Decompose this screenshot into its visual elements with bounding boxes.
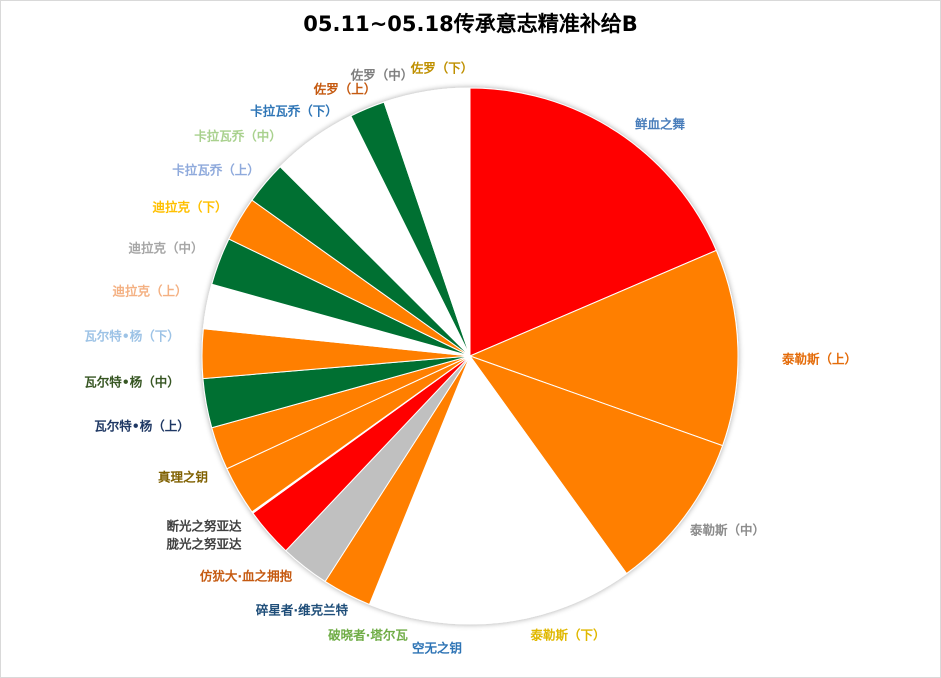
slice-label: 迪拉克（中）: [128, 241, 203, 256]
slice-label: 胧光之努亚达: [166, 537, 242, 552]
pie-slice: [468, 354, 724, 575]
chart-title: 05.11~05.18传承意志精准补给B: [303, 12, 638, 36]
slice-label: 卡拉瓦乔（中）: [194, 129, 282, 144]
slice-label: 泰勒斯（下）: [529, 628, 605, 643]
slice-label: 真理之钥: [158, 470, 208, 485]
slice-label: 佐罗（上）: [313, 82, 377, 97]
slice-label: 泰勒斯（上）: [781, 352, 857, 367]
slice-label: 破晓者·塔尔瓦: [328, 628, 408, 643]
pie-slices: [201, 87, 739, 625]
slice-label: 迪拉克（下）: [152, 200, 227, 215]
slice-label: 佐罗（中）: [350, 68, 414, 83]
slice-label: 瓦尔特•杨（下）: [84, 329, 180, 344]
pie-slice: [469, 87, 717, 357]
slice-label: 佐罗（下）: [410, 61, 474, 76]
slice-label: 仿犹大·血之拥抱: [200, 569, 293, 584]
slice-label: 卡拉瓦乔（上）: [172, 163, 260, 178]
slice-label: 空无之钥: [412, 641, 462, 656]
pie-slice: [468, 249, 739, 447]
slice-label: 瓦尔特•杨（上）: [94, 419, 190, 434]
slice-label: 断光之努亚达: [166, 519, 242, 534]
slice-label: 卡拉瓦乔（下）: [250, 104, 338, 119]
slice-label: 迪拉克（上）: [112, 284, 187, 299]
slice-label: 碎星者·维克兰特: [256, 603, 349, 618]
slice-label: 鲜血之舞: [635, 117, 686, 132]
pie-slice: [469, 354, 628, 625]
pie-slice: [425, 87, 471, 357]
slice-label: 泰勒斯（中）: [689, 523, 765, 538]
slice-label: 瓦尔特•杨（中）: [84, 375, 180, 390]
